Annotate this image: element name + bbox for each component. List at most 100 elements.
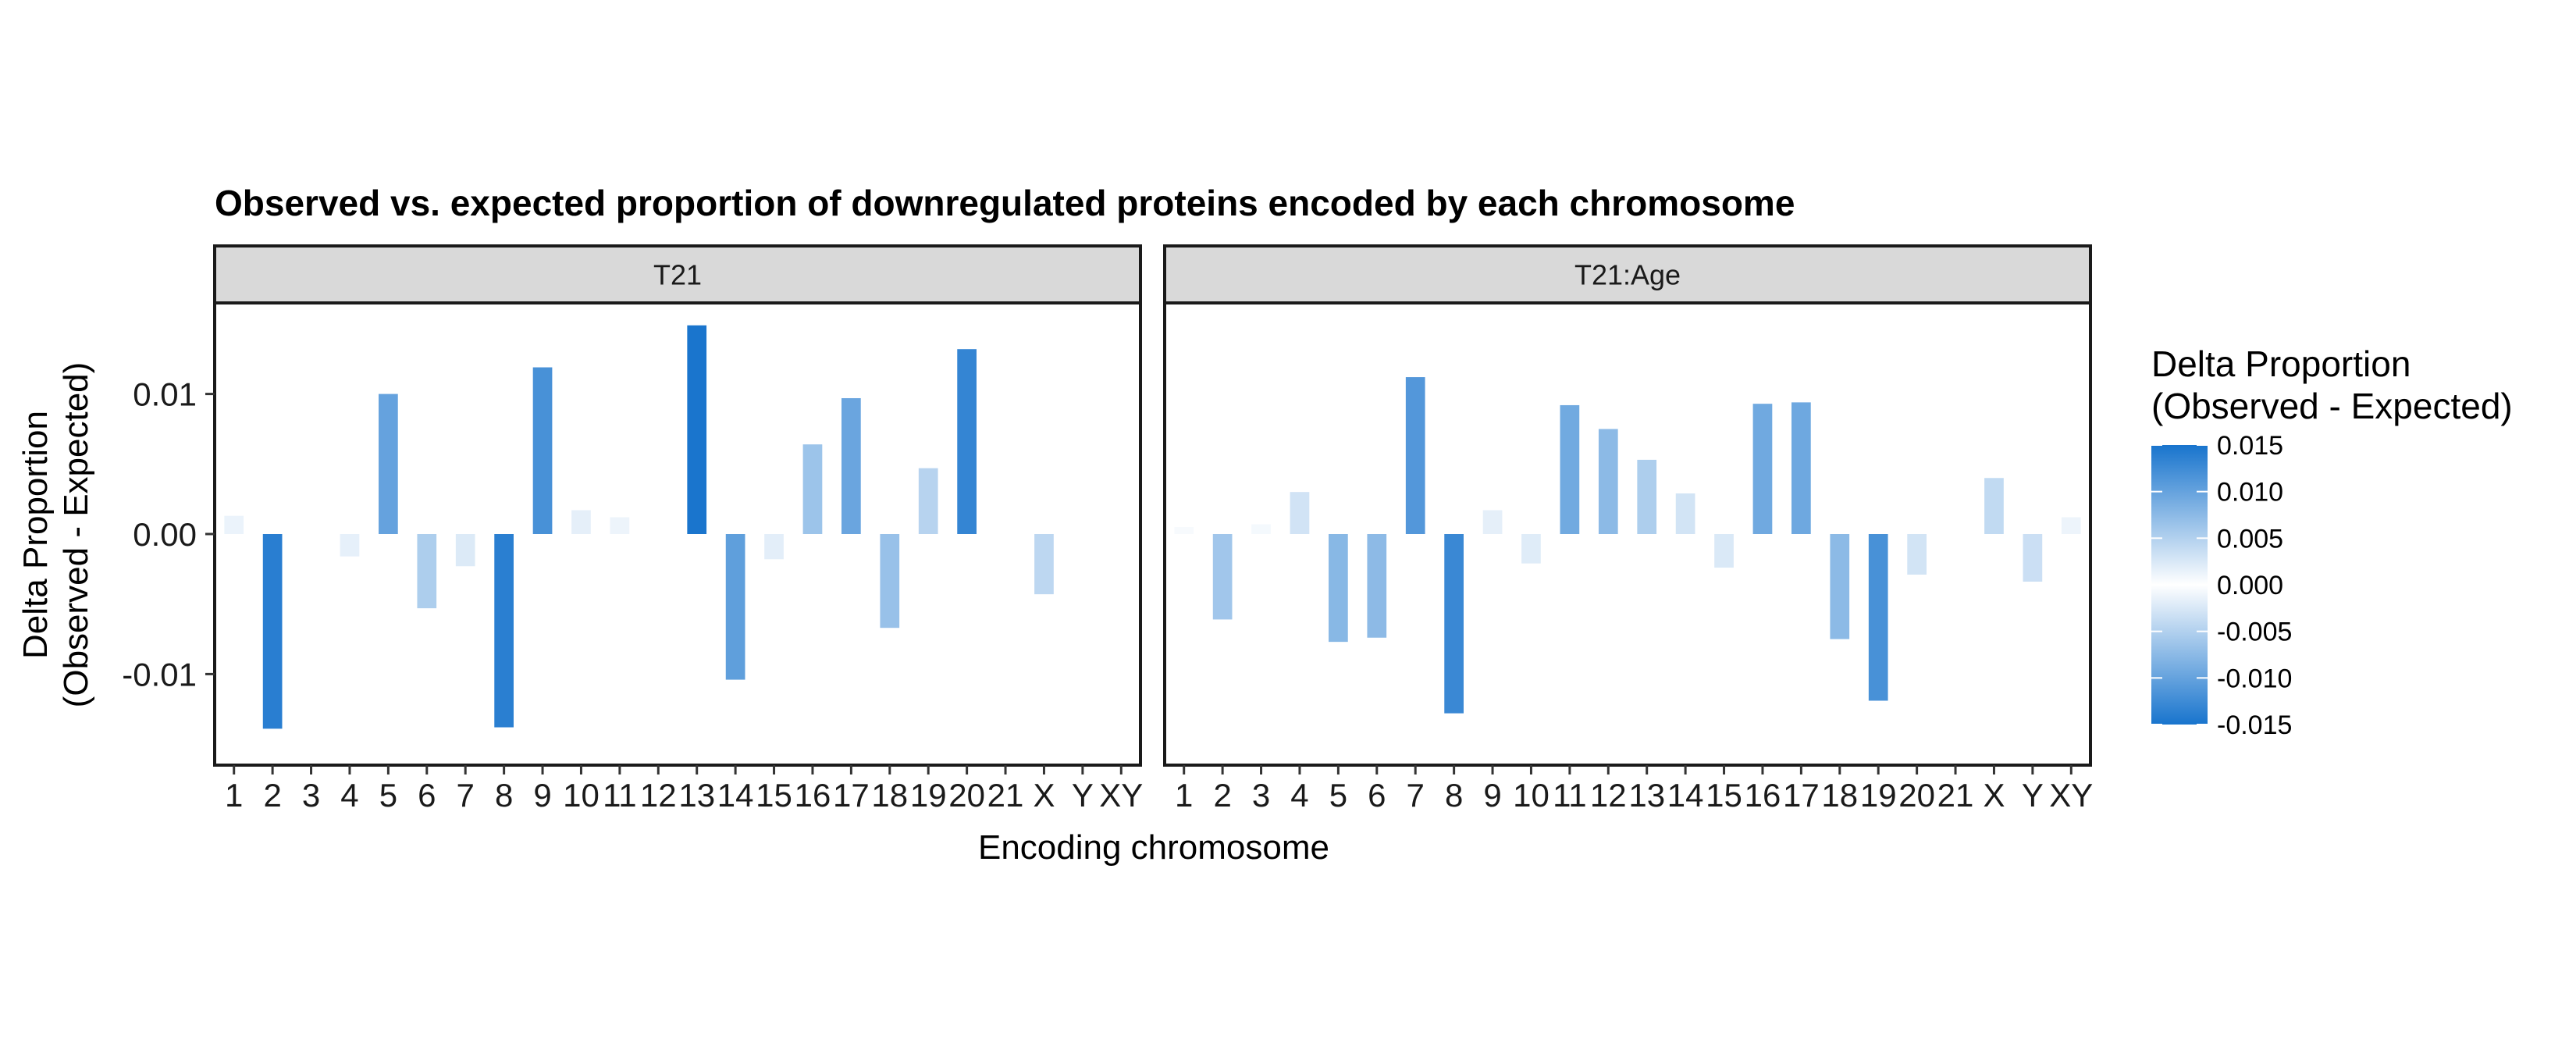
bar-t21-age-chr-14	[1675, 493, 1695, 534]
bar-t21-chr-20	[957, 349, 977, 534]
bar-t21-chr-X	[1034, 534, 1054, 595]
x-tick-label-t21-age-18: 18	[1821, 777, 1858, 814]
colorbar-tick-label: -0.005	[2217, 618, 2292, 647]
bar-t21-chr-6	[417, 534, 437, 609]
bar-t21-chr-7	[455, 534, 475, 567]
x-tick-label-t21-10: 10	[563, 777, 600, 814]
x-tick-label-t21-age-19: 19	[1860, 777, 1897, 814]
x-tick-label-t21-age-20: 20	[1898, 777, 1935, 814]
colorbar-tick-label: -0.015	[2217, 710, 2292, 740]
x-tick-label-t21-age-6: 6	[1368, 777, 1386, 814]
bar-t21-age-chr-15	[1714, 534, 1734, 568]
x-tick-label-t21-14: 14	[717, 777, 754, 814]
x-tick-label-t21-Y: Y	[1072, 777, 1094, 814]
bar-t21-age-chr-3	[1251, 524, 1271, 534]
x-tick-label-t21-7: 7	[457, 777, 475, 814]
bar-t21-age-chr-18	[1830, 534, 1850, 639]
bar-t21-chr-1	[224, 515, 244, 534]
x-tick-label-t21-age-12: 12	[1590, 777, 1627, 814]
x-tick-label-t21-19: 19	[910, 777, 947, 814]
x-tick-label-t21-age-Y: Y	[2022, 777, 2044, 814]
x-tick-label-t21-9: 9	[533, 777, 551, 814]
bar-t21-age-chr-2	[1212, 534, 1233, 620]
bar-t21-chr-5	[379, 393, 398, 534]
bar-t21-chr-16	[802, 444, 823, 534]
y-axis-title-line2: (Observed - Expected)	[57, 362, 95, 708]
colorbar-tick-label: 0.010	[2217, 478, 2283, 507]
bar-t21-chr-10	[571, 510, 591, 534]
x-tick-label-t21-18: 18	[871, 777, 908, 814]
bar-t21-age-chr-5	[1329, 534, 1348, 643]
bar-t21-chr-2	[262, 534, 283, 729]
bar-t21-age-chr-17	[1791, 402, 1811, 534]
x-tick-label-t21-age-5: 5	[1329, 777, 1347, 814]
x-tick-label-t21-16: 16	[795, 777, 831, 814]
bar-t21-chr-14	[725, 534, 745, 680]
panel-background-t21-age	[1165, 303, 2090, 765]
bar-t21-chr-9	[532, 367, 553, 534]
strip-t21-age	[1163, 244, 2092, 304]
bar-t21-chr-19	[918, 468, 938, 534]
bar-t21-age-chr-11	[1560, 404, 1580, 534]
x-tick-label-t21-age-21: 21	[1937, 777, 1974, 814]
bar-t21-age-chr-20	[1907, 534, 1927, 575]
y-axis-title-line1: Delta Proportion	[16, 411, 55, 659]
x-tick-label-t21-age-X: X	[1983, 777, 2005, 814]
bar-t21-chr-17	[841, 397, 861, 534]
bar-t21-age-chr-XY	[2061, 517, 2081, 534]
bar-t21-age-chr-13	[1637, 459, 1657, 534]
bar-t21-age-chr-Y	[2023, 534, 2043, 582]
x-tick-label-t21-age-14: 14	[1667, 777, 1704, 814]
bar-t21-age-chr-6	[1367, 534, 1387, 638]
x-tick-label-t21-4: 4	[340, 777, 358, 814]
y-tick-label: -0.01	[122, 656, 197, 693]
strip-t21	[213, 244, 1142, 304]
bar-t21-chr-4	[340, 534, 360, 557]
bar-t21-age-chr-16	[1752, 404, 1773, 534]
y-tick-label: 0.01	[133, 376, 197, 413]
legend-title-line2: (Observed - Expected)	[2151, 386, 2513, 426]
x-tick-label-t21-X: X	[1033, 777, 1055, 814]
x-tick-label-t21-20: 20	[948, 777, 985, 814]
x-tick-label-t21-3: 3	[302, 777, 320, 814]
x-tick-label-t21-5: 5	[379, 777, 397, 814]
x-tick-label-t21-1: 1	[225, 777, 243, 814]
x-tick-label-t21-11: 11	[603, 777, 637, 814]
colorbar-tick-label: 0.005	[2217, 524, 2283, 554]
x-tick-label-t21-age-7: 7	[1407, 777, 1425, 814]
bar-t21-age-chr-7	[1405, 377, 1425, 534]
x-tick-label-t21-21: 21	[987, 777, 1024, 814]
colorbar-legend: Delta Proportion (Observed - Expected) 0…	[2151, 344, 2513, 740]
x-tick-label-t21-2: 2	[263, 777, 281, 814]
colorbar-tick-label: 0.000	[2217, 571, 2283, 600]
colorbar-tick-label: -0.010	[2217, 664, 2292, 693]
x-tick-label-t21-age-8: 8	[1445, 777, 1463, 814]
colorbar-tick-label: 0.015	[2217, 431, 2283, 461]
bar-t21-chr-18	[880, 534, 900, 628]
strip-label-t21: T21	[653, 259, 702, 291]
bar-t21-age-chr-12	[1598, 429, 1618, 534]
bar-t21-age-chr-9	[1482, 510, 1503, 534]
x-axis-title: Encoding chromosome	[978, 828, 1329, 867]
x-tick-label-t21-age-2: 2	[1213, 777, 1231, 814]
panel-background-t21	[215, 303, 1140, 765]
x-tick-label-t21-age-4: 4	[1290, 777, 1308, 814]
x-tick-label-t21-13: 13	[678, 777, 715, 814]
bar-t21-age-chr-1	[1174, 527, 1194, 534]
x-tick-label-t21-age-1: 1	[1175, 777, 1193, 814]
colorbar-ticks: 0.015 0.010 0.005 0.000 -0.005 -0.010 -0.015	[2151, 431, 2292, 740]
x-tick-label-t21-age-17: 17	[1783, 777, 1820, 814]
x-tick-label-t21-age-9: 9	[1483, 777, 1501, 814]
bar-t21-age-chr-4	[1290, 492, 1310, 534]
bar-t21-chr-15	[764, 534, 784, 560]
x-tick-label-t21-age-3: 3	[1252, 777, 1270, 814]
x-tick-label-t21-17: 17	[833, 777, 870, 814]
x-tick-label-t21-age-XY: XY	[2049, 777, 2093, 814]
legend-title-line1: Delta Proportion	[2151, 344, 2411, 384]
x-tick-label-t21-age-16: 16	[1745, 777, 1781, 814]
x-tick-label-t21-age-11: 11	[1553, 777, 1587, 814]
x-tick-label-t21-12: 12	[640, 777, 677, 814]
y-tick-label: 0.00	[133, 516, 197, 553]
